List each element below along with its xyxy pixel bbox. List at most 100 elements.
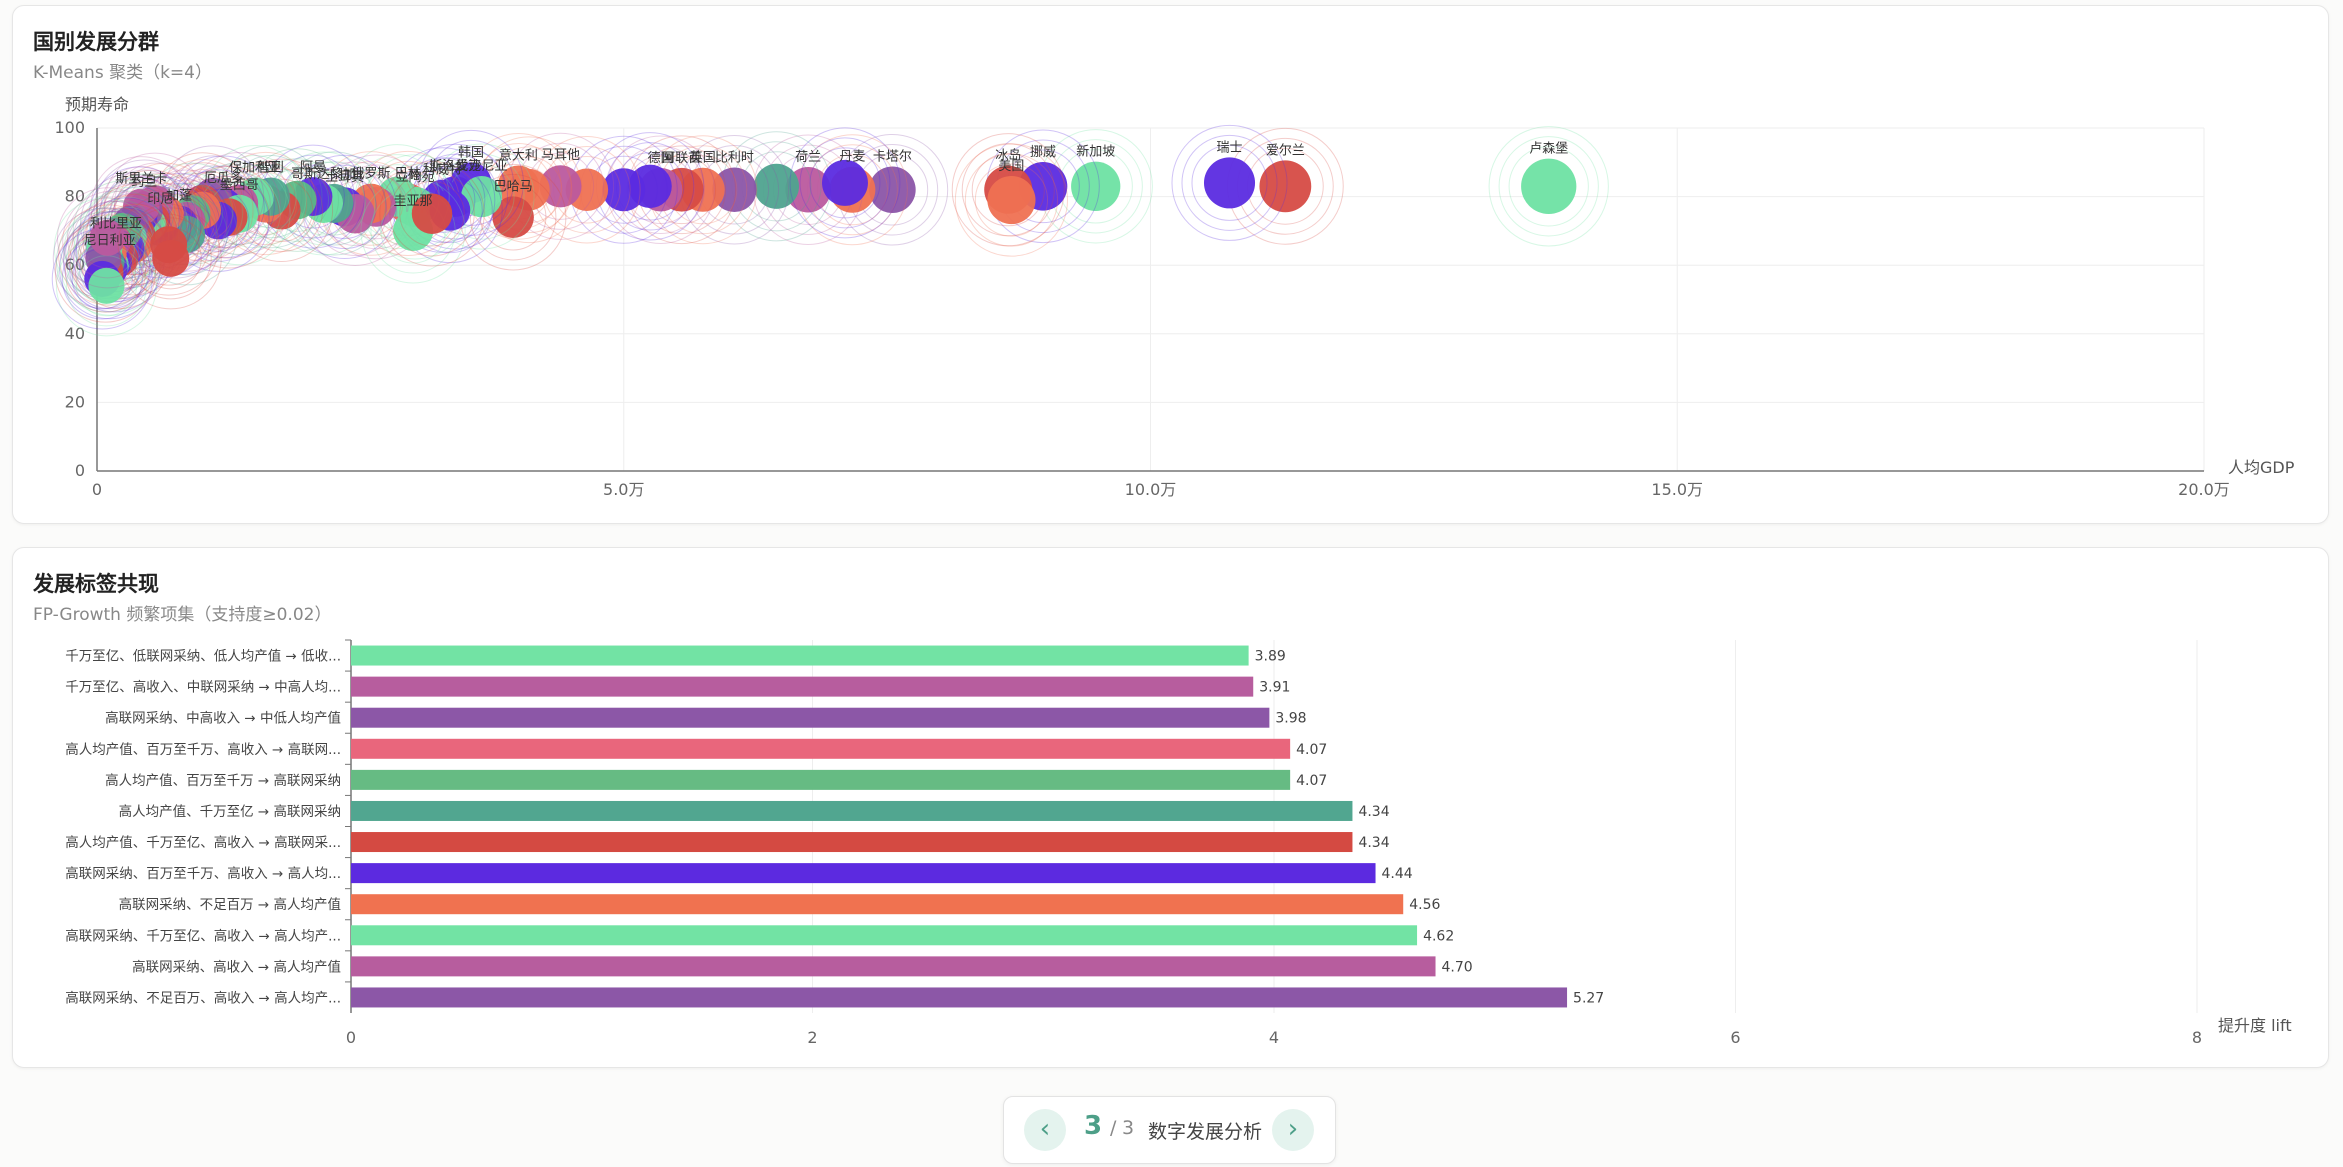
category-label: 高联网采纳、百万至千万、高收入 → 高人均... bbox=[65, 865, 341, 882]
category-label: 千万至亿、低联网采纳、低人均产值 → 低收... bbox=[65, 649, 341, 665]
point-label: 爱沙尼亚 bbox=[456, 159, 508, 174]
bubble-ring bbox=[1508, 146, 1589, 227]
point-label: 英国 bbox=[690, 151, 716, 166]
category-label: 高联网采纳、中高收入 → 中低人均产值 bbox=[105, 710, 341, 727]
bar bbox=[351, 956, 1436, 977]
current-page: 3 bbox=[1084, 1111, 1103, 1141]
bubble-ring bbox=[389, 171, 475, 257]
point-label: 尼日利亚 bbox=[84, 234, 136, 249]
bubble-ring bbox=[380, 198, 446, 264]
data-point bbox=[1259, 160, 1312, 213]
point-label: 冰岛 bbox=[995, 148, 1021, 164]
bubble-ring bbox=[127, 203, 210, 286]
data-point bbox=[492, 196, 534, 238]
x-tick-label: 10.0万 bbox=[1125, 480, 1177, 499]
x-tick-label: 20.0万 bbox=[2178, 480, 2230, 499]
bar bbox=[351, 707, 1270, 728]
page-title: 数字发展分析 bbox=[1148, 1121, 1263, 1143]
point-label: 利比里亚 bbox=[90, 216, 142, 231]
bubble-ring bbox=[1498, 136, 1599, 237]
x-tick-label: 4 bbox=[1269, 1028, 1279, 1047]
point-label: 斯里兰卡 bbox=[115, 172, 167, 187]
bubble-ring bbox=[129, 217, 212, 300]
bar-chart[interactable]: 0 2 4 6 8 提升度 lift 3.89 千万至亿、低联网采纳、低人均产值 → 低收..… bbox=[13, 548, 2328, 1067]
bubble-ring bbox=[961, 143, 1055, 237]
point-label: 巴林 bbox=[395, 166, 421, 181]
point-label: 阿联酋 bbox=[662, 150, 701, 166]
data-point bbox=[152, 239, 190, 277]
bar-value-label: 3.89 bbox=[1255, 649, 1286, 665]
pagination-bar: ‹ 3 / 3 数字发展分析 › bbox=[1003, 1096, 1336, 1164]
prev-page-button[interactable]: ‹ bbox=[1024, 1109, 1066, 1151]
y-tick-label: 80 bbox=[65, 187, 85, 206]
point-label: 卡塔尔 bbox=[873, 149, 912, 164]
point-label: 俄罗斯 bbox=[351, 167, 390, 182]
point-label: 新加坡 bbox=[1076, 144, 1115, 160]
x-tick-label: 5.0万 bbox=[603, 480, 644, 499]
bar bbox=[351, 925, 1418, 946]
point-label: 加蓬 bbox=[166, 188, 192, 203]
y-tick-label: 60 bbox=[65, 255, 85, 274]
bubble-ring bbox=[479, 183, 547, 251]
point-label: 美国 bbox=[998, 159, 1024, 174]
category-label: 高联网采纳、不足百万、高收入 → 高人均产... bbox=[65, 989, 341, 1006]
bubble-ring bbox=[1181, 134, 1278, 231]
bar bbox=[351, 894, 1404, 915]
bar-value-label: 4.56 bbox=[1409, 897, 1440, 913]
bubble-ring bbox=[1488, 126, 1609, 247]
data-point bbox=[869, 166, 916, 214]
point-label: 瑞士 bbox=[1217, 140, 1243, 155]
data-point bbox=[539, 165, 582, 208]
bubble-ring bbox=[360, 178, 466, 284]
point-label: 意大利 bbox=[499, 148, 538, 164]
data-point bbox=[602, 168, 646, 212]
category-label: 高人均产值、百万至千万 → 高联网采纳 bbox=[105, 772, 341, 789]
y-tick-label: 20 bbox=[65, 392, 85, 411]
data-point bbox=[89, 219, 126, 256]
point-label: 约旦 bbox=[131, 175, 157, 190]
x-tick-label: 15.0万 bbox=[1651, 480, 1703, 499]
data-point bbox=[1071, 161, 1121, 211]
point-label: 比利时 bbox=[715, 151, 754, 166]
category-label: 高人均产值、千万至亿、高收入 → 高联网采... bbox=[65, 834, 341, 851]
next-page-button[interactable]: › bbox=[1272, 1109, 1314, 1151]
point-label: 印尼 bbox=[147, 192, 173, 207]
bubble-ring bbox=[79, 173, 182, 275]
point-label: 韩国 bbox=[458, 145, 484, 160]
data-point bbox=[712, 167, 757, 212]
point-label: 斯洛伐克 bbox=[429, 159, 481, 174]
total-pages: 3 bbox=[1122, 1117, 1135, 1139]
point-label: 丹麦 bbox=[839, 150, 865, 165]
point-label: 德国 bbox=[648, 151, 674, 166]
bubble-ring bbox=[1171, 124, 1288, 241]
point-label: 马耳他 bbox=[541, 148, 580, 163]
data-point bbox=[88, 267, 125, 304]
bar-value-label: 4.07 bbox=[1296, 742, 1327, 758]
point-label: 保加利亚 bbox=[229, 161, 281, 176]
bubble-ring bbox=[66, 197, 149, 279]
category-label: 高联网采纳、高收入 → 高人均产值 bbox=[132, 958, 341, 975]
point-label: 土耳其 bbox=[325, 170, 364, 185]
x-tick-label: 2 bbox=[807, 1028, 817, 1047]
category-label: 千万至亿、高收入、中联网采纳 → 中高人均... bbox=[65, 679, 341, 696]
data-point bbox=[1203, 157, 1256, 209]
y-tick-label: 100 bbox=[54, 118, 85, 137]
point-label: 立陶宛 bbox=[396, 169, 435, 185]
bar-value-label: 3.91 bbox=[1259, 680, 1290, 696]
x-tick-label: 8 bbox=[2192, 1028, 2202, 1047]
scatter-plot[interactable]: 0 20 40 60 80 100 0 5.0万 10.0万 15.0万 20.0万 人均GDP 预期寿… bbox=[13, 6, 2328, 523]
bar bbox=[351, 863, 1376, 884]
bubble-ring bbox=[86, 183, 188, 286]
x-tick-label: 0 bbox=[346, 1028, 356, 1047]
bubble-ring bbox=[117, 193, 220, 296]
point-label: 荷兰 bbox=[795, 150, 821, 165]
point-label: 智利 bbox=[258, 160, 284, 175]
bubble-ring bbox=[370, 188, 456, 274]
cooccurrence-chart-subtitle: FP-Growth 频繁项集（支持度≥0.02） bbox=[33, 605, 332, 625]
bubble-ring bbox=[954, 143, 1069, 257]
data-point bbox=[753, 163, 800, 209]
bubble-ring bbox=[789, 127, 901, 239]
data-point bbox=[497, 165, 540, 208]
bar-value-label: 4.62 bbox=[1423, 928, 1454, 944]
bubble-ring bbox=[428, 139, 514, 226]
